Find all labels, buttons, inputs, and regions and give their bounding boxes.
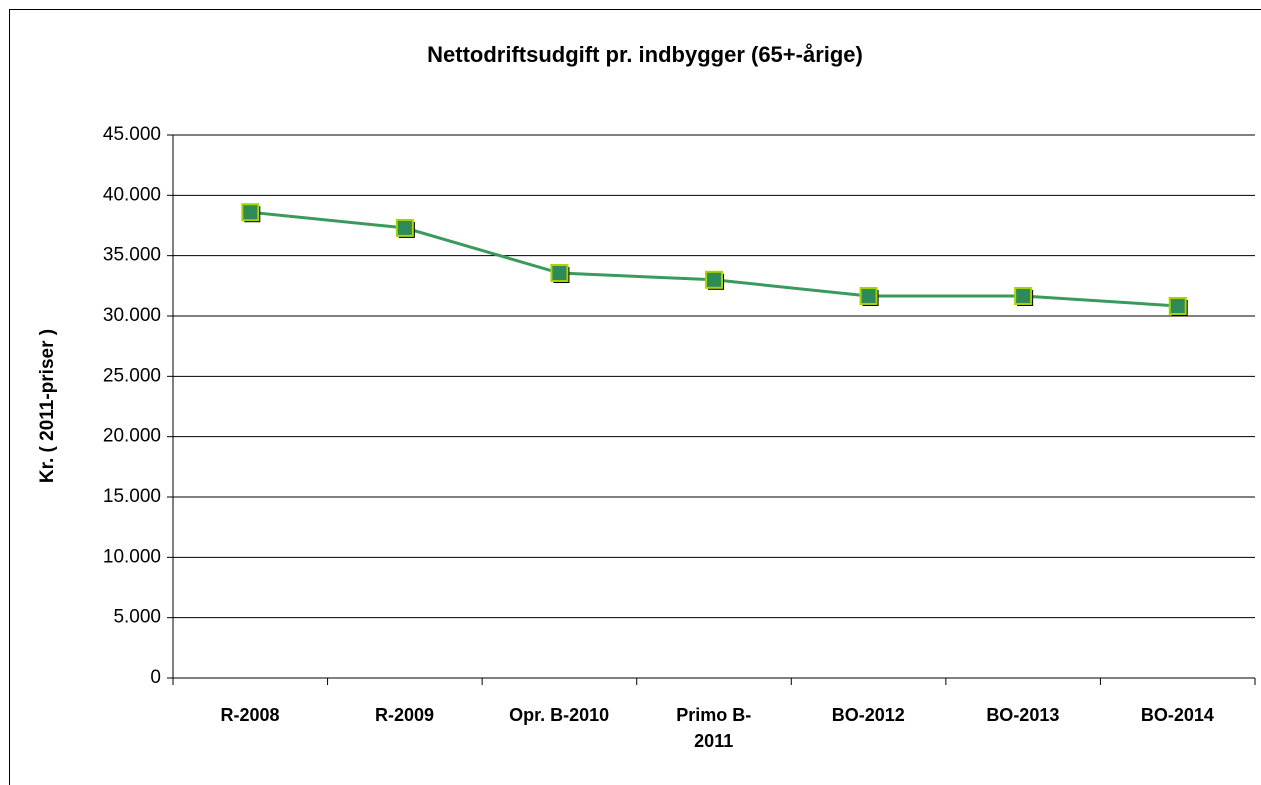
chart-title: Nettodriftsudgift pr. indbygger (65+-åri…: [427, 42, 863, 67]
marker: [859, 286, 878, 305]
x-tick-label: Primo B- 2011: [676, 705, 752, 751]
y-tick-label: 0: [150, 667, 161, 688]
marker: [1014, 286, 1033, 305]
x-tick-label: BO-2013: [986, 705, 1060, 725]
x-tick-label: R-2009: [375, 705, 435, 725]
series-line: [250, 210, 1178, 308]
x-tick-label: BO-2014: [1140, 705, 1214, 725]
y-tick-label: 45.000: [103, 124, 161, 145]
marker: [550, 264, 569, 283]
y-tick-label: 15.000: [103, 486, 161, 507]
y-tick-label: 30.000: [103, 305, 161, 326]
chart-border: [9, 9, 1261, 785]
y-tick-label: 5.000: [113, 607, 161, 628]
y-tick-label: 10.000: [103, 546, 161, 567]
marker: [241, 203, 260, 222]
x-tick-label: R-2008: [220, 705, 280, 725]
x-tick-label: Opr. B-2010: [509, 705, 610, 725]
y-tick-label: 25.000: [103, 365, 161, 386]
y-tick-label: 20.000: [103, 426, 161, 447]
marker: [1168, 296, 1187, 315]
y-tick-label: 40.000: [103, 184, 161, 205]
x-tick-label: BO-2012: [831, 705, 905, 725]
marker: [705, 270, 723, 289]
y-tick-label: 35.000: [103, 245, 161, 266]
y-axis-title: Kr. ( 2011-priser ): [37, 329, 58, 483]
marker: [395, 218, 414, 237]
